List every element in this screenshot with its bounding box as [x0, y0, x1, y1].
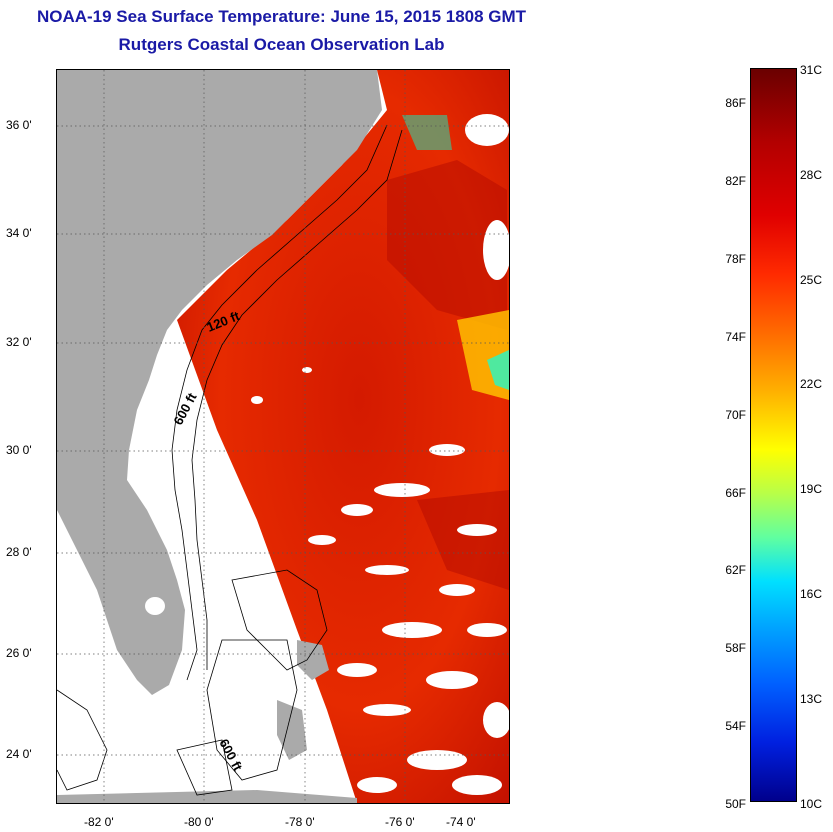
graticule: [57, 70, 509, 803]
lat-label-36: 36 0': [6, 118, 32, 132]
colorbar-f-86: 86F: [725, 96, 746, 110]
lat-label-24: 24 0': [6, 747, 32, 761]
land-andros: [277, 700, 307, 760]
land-mainland: [57, 70, 382, 695]
contour-label-600ft-south: 600 ft: [216, 736, 246, 774]
lat-label-28: 28 0': [6, 545, 32, 559]
sst-map: 120 ft 600 ft 600 ft: [56, 69, 510, 804]
map-subtitle: Rutgers Coastal Ocean Observation Lab: [118, 35, 445, 54]
bathymetry-contours: [57, 124, 403, 796]
colorbar-f-82: 82F: [725, 174, 746, 188]
sst-warm-core: [387, 160, 507, 330]
colorbar-f-50: 50F: [725, 797, 746, 811]
map-title: NOAA-19 Sea Surface Temperature: June 15…: [36, 7, 527, 26]
cloud-mask: [251, 114, 509, 795]
sst-cool-edge-2: [487, 350, 509, 390]
colorbar-f-78: 78F: [725, 252, 746, 266]
lon-label-76: -76 0': [385, 815, 415, 829]
colorbar-c-16: 16C: [800, 587, 823, 601]
colorbar-c-19: 19C: [800, 482, 823, 496]
colorbar-c-28: 28C: [800, 168, 823, 182]
contour-label-600ft-north: 600 ft: [170, 390, 200, 428]
colorbar-f-58: 58F: [725, 641, 746, 655]
colorbar-c-10: 10C: [800, 797, 823, 811]
colorbar-c-25: 25C: [800, 273, 823, 287]
colorbar-f-54: 54F: [725, 719, 746, 733]
colorbar-f-66: 66F: [725, 486, 746, 500]
lake-okeechobee: [145, 597, 165, 615]
colorbar-f-62: 62F: [725, 563, 746, 577]
lon-label-74: -74 0': [446, 815, 476, 829]
sst-cool-top: [402, 115, 452, 150]
lat-label-34: 34 0': [6, 226, 32, 240]
lat-label-26: 26 0': [6, 646, 32, 660]
colorbar-c-13: 13C: [800, 692, 823, 706]
lat-label-32: 32 0': [6, 335, 32, 349]
sst-map-graphic: 120 ft 600 ft 600 ft: [57, 70, 509, 803]
colorbar-f-74: 74F: [725, 330, 746, 344]
lon-label-82: -82 0': [84, 815, 114, 829]
colorbar-gradient: [751, 69, 796, 801]
lon-label-80: -80 0': [184, 815, 214, 829]
land-cuba: [57, 790, 357, 803]
colorbar-f-70: 70F: [725, 408, 746, 422]
lat-label-30: 30 0': [6, 443, 32, 457]
sst-warm-core-2: [417, 490, 509, 590]
lon-label-78: -78 0': [285, 815, 315, 829]
colorbar-c-31: 31C: [800, 63, 823, 77]
temperature-colorbar: [750, 68, 797, 802]
colorbar-c-22: 22C: [800, 377, 823, 391]
